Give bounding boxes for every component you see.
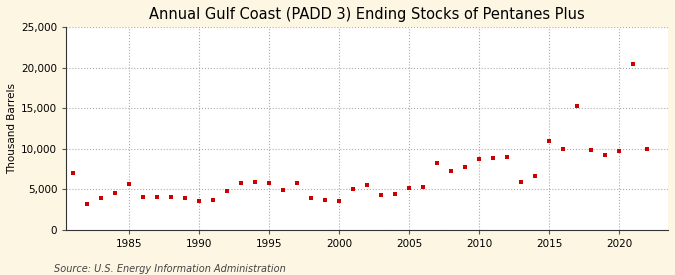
Point: [404, 185, 414, 190]
Point: [68, 171, 79, 175]
Point: [208, 198, 219, 202]
Point: [418, 185, 429, 189]
Point: [558, 147, 568, 151]
Point: [264, 181, 275, 185]
Y-axis label: Thousand Barrels: Thousand Barrels: [7, 83, 17, 174]
Point: [82, 202, 92, 206]
Point: [543, 139, 554, 143]
Point: [460, 165, 470, 170]
Point: [278, 188, 289, 192]
Point: [474, 157, 485, 161]
Point: [180, 196, 190, 200]
Point: [236, 181, 246, 185]
Point: [124, 182, 134, 186]
Point: [250, 180, 261, 184]
Point: [362, 183, 373, 188]
Point: [530, 173, 541, 178]
Point: [572, 104, 583, 108]
Point: [516, 180, 526, 184]
Point: [432, 161, 443, 166]
Title: Annual Gulf Coast (PADD 3) Ending Stocks of Pentanes Plus: Annual Gulf Coast (PADD 3) Ending Stocks…: [149, 7, 585, 22]
Point: [166, 195, 177, 200]
Point: [488, 156, 499, 161]
Point: [348, 187, 358, 191]
Point: [96, 196, 107, 200]
Point: [138, 194, 148, 199]
Point: [194, 199, 205, 204]
Point: [446, 169, 456, 174]
Point: [152, 194, 163, 199]
Point: [642, 147, 653, 151]
Point: [376, 193, 387, 197]
Point: [599, 153, 610, 158]
Point: [614, 149, 624, 153]
Point: [628, 62, 639, 66]
Point: [389, 192, 400, 196]
Point: [333, 199, 344, 204]
Point: [586, 147, 597, 152]
Point: [320, 198, 331, 202]
Point: [502, 155, 512, 159]
Point: [292, 181, 302, 185]
Point: [306, 196, 317, 200]
Point: [110, 190, 121, 195]
Text: Source: U.S. Energy Information Administration: Source: U.S. Energy Information Administ…: [54, 264, 286, 274]
Point: [222, 189, 233, 193]
